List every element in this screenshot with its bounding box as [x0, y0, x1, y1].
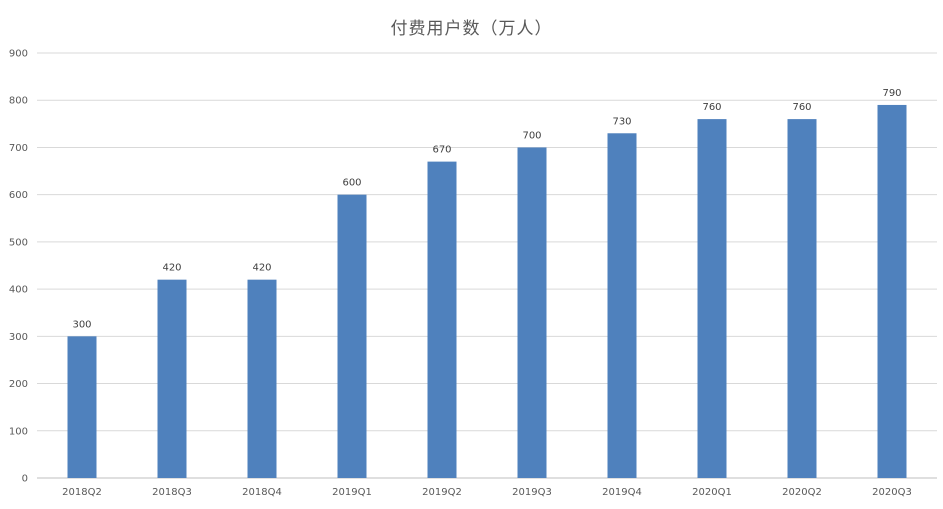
- bar-value-label: 300: [72, 319, 91, 330]
- bar-value-label: 760: [792, 102, 811, 113]
- bar: [517, 147, 547, 478]
- bar: [787, 119, 817, 478]
- bar-value-label: 730: [612, 116, 631, 127]
- y-tick-label: 700: [9, 143, 28, 154]
- bar: [247, 279, 277, 478]
- bar-value-label: 670: [432, 145, 451, 156]
- bar-value-label: 420: [252, 263, 271, 274]
- y-tick-label: 800: [9, 96, 28, 107]
- x-tick-label: 2019Q4: [602, 487, 642, 498]
- y-tick-label: 500: [9, 237, 28, 248]
- bar-value-label: 700: [522, 130, 541, 141]
- x-tick-label: 2019Q2: [422, 487, 462, 498]
- bar: [697, 119, 727, 478]
- grid-lines: [37, 52, 937, 479]
- x-tick-label: 2019Q3: [512, 487, 552, 498]
- bar: [157, 279, 187, 478]
- bars: [67, 104, 907, 478]
- bar: [337, 194, 367, 478]
- x-tick-label: 2020Q1: [692, 487, 732, 498]
- y-tick-label: 300: [9, 332, 28, 343]
- bar-value-label: 420: [162, 263, 181, 274]
- x-tick-label: 2018Q4: [242, 487, 282, 498]
- y-tick-label: 600: [9, 190, 28, 201]
- y-tick-label: 400: [9, 285, 28, 296]
- bar: [877, 104, 907, 478]
- x-tick-label: 2020Q2: [782, 487, 822, 498]
- x-axis-ticks: 2018Q2 2018Q3 2018Q4 2019Q1 2019Q2 2019Q3 2019…: [62, 487, 912, 498]
- x-tick-label: 2019Q1: [332, 487, 372, 498]
- y-tick-label: 100: [9, 426, 28, 437]
- bar-value-label: 600: [342, 178, 361, 189]
- x-tick-label: 2018Q3: [152, 487, 192, 498]
- bar: [427, 161, 457, 478]
- bar-value-label: 790: [882, 88, 901, 99]
- bar: [67, 336, 97, 478]
- x-tick-label: 2018Q2: [62, 487, 102, 498]
- y-tick-label: 0: [22, 474, 28, 485]
- chart-title: 付费用户数（万人）: [390, 19, 553, 39]
- bar: [607, 133, 637, 478]
- y-axis-ticks: 0 100 200 300 400 500 600 700 800 900: [9, 49, 28, 485]
- data-labels: 300 420 420 600 670 700 730 760 760 790: [72, 88, 901, 330]
- y-tick-label: 200: [9, 379, 28, 390]
- x-tick-label: 2020Q3: [872, 487, 912, 498]
- bar-value-label: 760: [702, 102, 721, 113]
- y-tick-label: 900: [9, 49, 28, 60]
